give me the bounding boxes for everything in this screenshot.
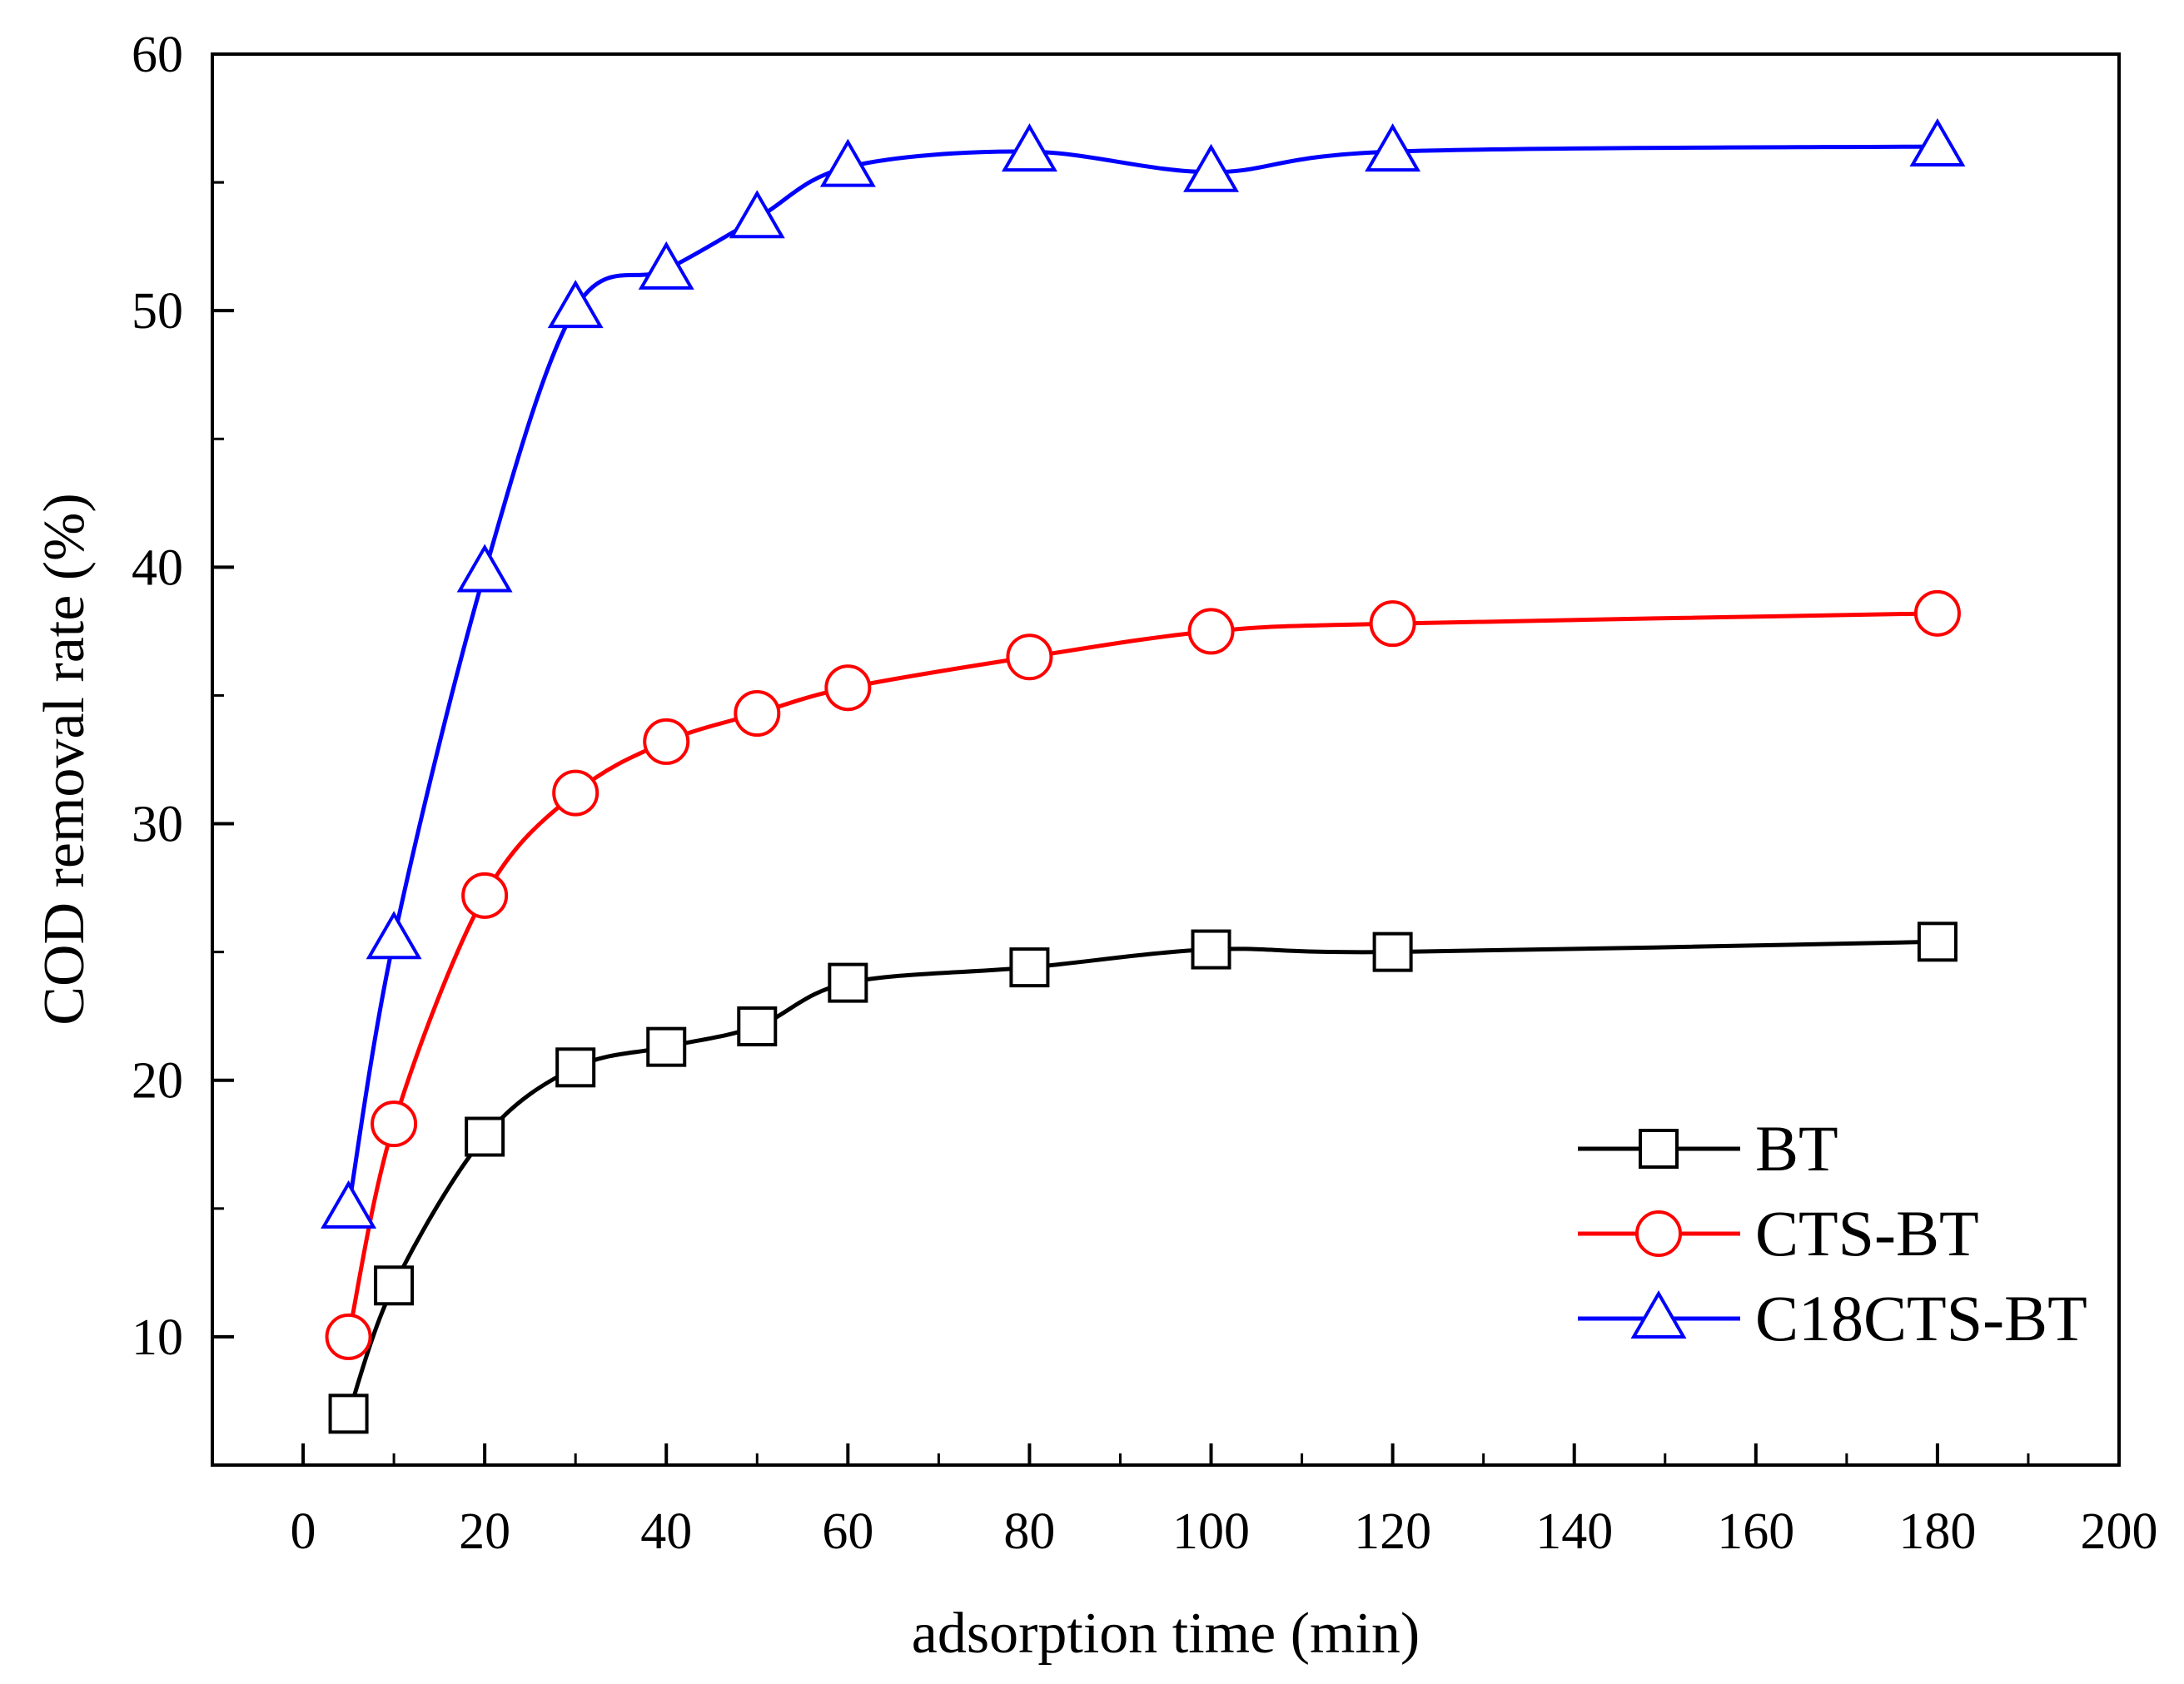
x-tick-label: 160 — [1717, 1503, 1794, 1560]
x-tick-label: 80 — [1003, 1503, 1055, 1560]
data-point-cts-bt — [1187, 608, 1235, 655]
legend-marker-square — [1639, 1129, 1679, 1169]
data-point-cts-bt — [734, 690, 781, 738]
data-point-cts-bt — [1913, 589, 1961, 637]
x-axis-label: adsorption time (min) — [912, 1602, 1420, 1666]
data-point-bt — [465, 1116, 505, 1157]
x-tick-label: 40 — [640, 1503, 692, 1560]
x-tick-label: 180 — [1898, 1503, 1976, 1560]
data-point-cts-bt — [824, 664, 872, 712]
data-point-cts-bt — [643, 718, 690, 765]
data-point-bt — [328, 1393, 369, 1434]
y-tick-label: 10 — [132, 1309, 183, 1366]
data-point-cts-bt — [1006, 633, 1053, 681]
x-tick-label: 100 — [1172, 1503, 1250, 1560]
data-point-c18cts-bt — [547, 280, 604, 329]
data-point-bt — [646, 1026, 687, 1067]
data-point-c18cts-bt — [321, 1180, 377, 1229]
data-point-cts-bt — [371, 1100, 418, 1148]
y-tick-label: 40 — [132, 539, 183, 596]
legend-marker-circle — [1635, 1210, 1682, 1257]
data-point-bt — [1009, 947, 1050, 988]
x-tick-label: 200 — [2081, 1503, 2158, 1560]
series-line-bt — [346, 939, 1938, 1415]
x-tick-label: 0 — [291, 1503, 316, 1560]
y-tick-label: 20 — [132, 1053, 183, 1110]
data-point-bt — [737, 1006, 778, 1047]
y-tick-label: 30 — [132, 797, 183, 853]
legend-label: CTS-BT — [1755, 1197, 1979, 1269]
legend-label: BT — [1755, 1112, 1838, 1185]
data-point-bt — [828, 962, 868, 1003]
data-point-c18cts-bt — [638, 241, 694, 290]
y-axis-label: COD removal rate (%) — [32, 493, 97, 1025]
data-point-c18cts-bt — [1365, 123, 1421, 172]
data-point-bt — [555, 1047, 596, 1088]
data-point-cts-bt — [325, 1313, 372, 1360]
data-point-cts-bt — [461, 872, 509, 919]
legend-marker-triangle — [1630, 1289, 1687, 1339]
data-point-bt — [374, 1265, 415, 1306]
data-point-bt — [1372, 931, 1413, 972]
data-point-bt — [1917, 921, 1958, 962]
data-point-c18cts-bt — [1909, 117, 1966, 166]
plot-frame — [211, 52, 2121, 1467]
data-point-c18cts-bt — [1001, 123, 1057, 172]
series-line-cts-bt — [346, 611, 1938, 1338]
y-tick-label: 60 — [132, 27, 183, 83]
data-point-cts-bt — [552, 769, 599, 817]
data-point-c18cts-bt — [456, 544, 513, 593]
data-point-c18cts-bt — [366, 911, 422, 960]
data-point-c18cts-bt — [819, 138, 876, 187]
x-tick-label: 60 — [822, 1503, 873, 1560]
series-group — [321, 117, 1966, 1434]
x-tick-label: 120 — [1354, 1503, 1431, 1560]
data-point-bt — [1191, 929, 1231, 970]
x-tick-label: 20 — [459, 1503, 510, 1560]
legend-label: C18CTS-BT — [1755, 1282, 2087, 1354]
y-tick-label: 50 — [132, 283, 183, 340]
data-point-c18cts-bt — [1183, 143, 1239, 192]
x-tick-label: 140 — [1535, 1503, 1613, 1560]
data-point-cts-bt — [1369, 600, 1416, 648]
data-point-c18cts-bt — [729, 190, 785, 239]
legend: BT CTS-BT C18CTS-BT — [1578, 1112, 2087, 1354]
axis-ticks: 0 20 40 60 80 100 120 140 160 180 200 10 20 30 40 50 60 — [132, 27, 2158, 1560]
